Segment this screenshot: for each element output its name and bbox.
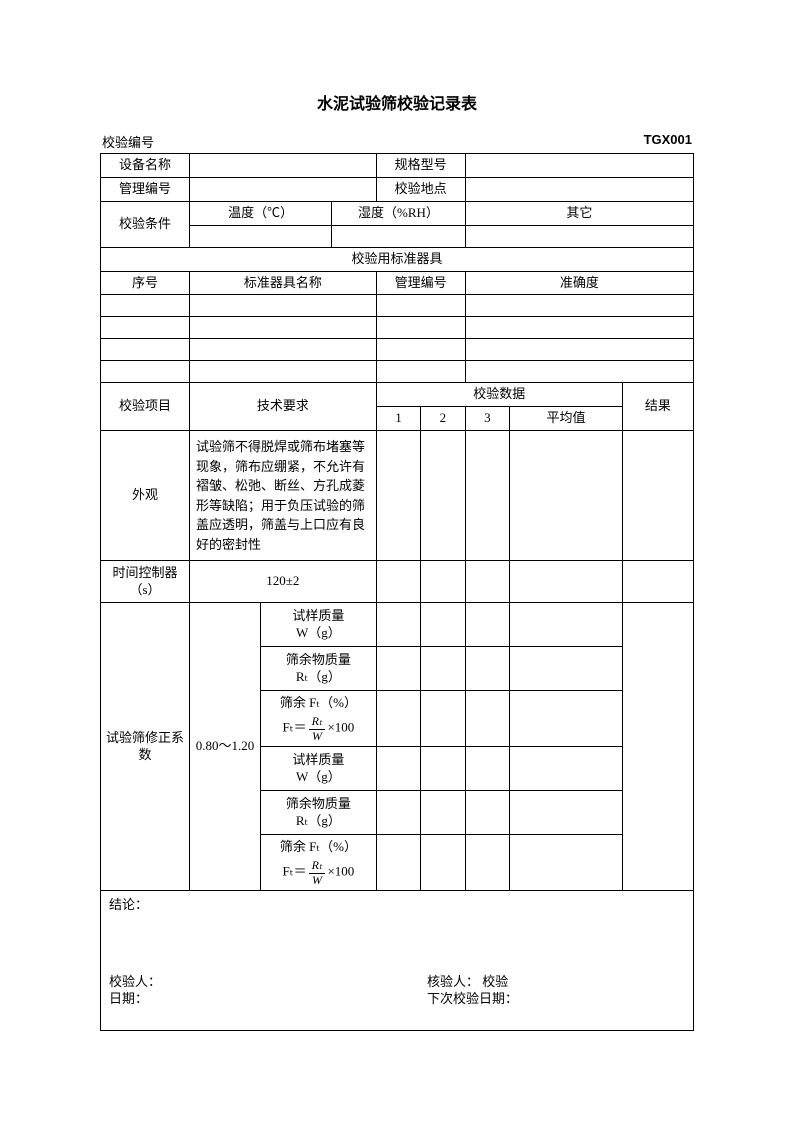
label-location: 校验地点 xyxy=(376,177,465,201)
page: 水泥试验筛校验记录表 校验编号 TGX001 设备名称 规格型号 管理编号 校验… xyxy=(0,0,794,1091)
cell xyxy=(510,561,623,603)
label-timer: 时间控制器（s） xyxy=(101,561,190,603)
label-device-name: 设备名称 xyxy=(101,154,190,178)
label-mgmt-no: 管理编号 xyxy=(101,177,190,201)
label-humidity: 湿度（%RH） xyxy=(332,201,465,225)
col-accuracy: 准确度 xyxy=(465,271,693,295)
table-row: 校验条件 温度（℃） 湿度（%RH） 其它 xyxy=(101,201,694,225)
req-timer: 120±2 xyxy=(189,561,376,603)
label-calibrator: 校验人： xyxy=(109,974,367,991)
label-coef: 试验筛修正系数 xyxy=(101,603,190,891)
col-3: 3 xyxy=(465,407,509,431)
col-std-mgmt: 管理编号 xyxy=(376,271,465,295)
cell xyxy=(376,561,420,603)
req-coef-range: 0.80～1.20 xyxy=(189,603,260,891)
cell xyxy=(376,431,420,561)
conclusion-block: 结论： 校验人： 日期： 核验人： 校验 下次校验日期： xyxy=(101,891,694,1031)
cell xyxy=(622,431,693,561)
label-residue-mass-2: 筛余物质量 Rₜ（g） xyxy=(261,791,377,835)
table-row: 校验项目 技术要求 校验数据 结果 xyxy=(101,383,694,407)
col-result: 结果 xyxy=(622,383,693,431)
label-residue-pct-2: 筛余 Fₜ（%） Fₜ＝RₜW×100 xyxy=(261,835,377,891)
label-checker: 核验人： 校验 xyxy=(427,974,685,991)
label-spec: 规格型号 xyxy=(376,154,465,178)
table-row xyxy=(101,361,694,383)
col-seq: 序号 xyxy=(101,271,190,295)
table-row: 校验用标准器具 xyxy=(101,247,694,271)
conclusion-label: 结论： xyxy=(109,897,685,914)
cell xyxy=(332,225,465,247)
table-row: 管理编号 校验地点 xyxy=(101,177,694,201)
col-req: 技术要求 xyxy=(189,383,376,431)
table-row xyxy=(101,339,694,361)
document-title: 水泥试验筛校验记录表 xyxy=(100,90,694,114)
col-avg: 平均值 xyxy=(510,407,623,431)
table-row xyxy=(101,317,694,339)
col-std-name: 标准器具名称 xyxy=(189,271,376,295)
table-row: 结论： 校验人： 日期： 核验人： 校验 下次校验日期： xyxy=(101,891,694,1031)
col-data: 校验数据 xyxy=(376,383,622,407)
label-sample-mass-1: 试样质量 W（g） xyxy=(261,603,377,647)
section-std-instruments: 校验用标准器具 xyxy=(101,247,694,271)
main-table: 设备名称 规格型号 管理编号 校验地点 校验条件 温度（℃） 湿度（%RH） 其… xyxy=(100,153,694,1031)
col-1: 1 xyxy=(376,407,420,431)
header-row: 校验编号 TGX001 xyxy=(100,132,694,151)
label-residue-pct-1: 筛余 Fₜ（%） Fₜ＝RₜW×100 xyxy=(261,691,377,747)
col-2: 2 xyxy=(421,407,465,431)
label-appearance: 外观 xyxy=(101,431,190,561)
label-temp: 温度（℃） xyxy=(189,201,331,225)
cell xyxy=(421,431,465,561)
req-appearance: 试验筛不得脱焊或筛布堵塞等现象，筛布应绷紧，不允许有褶皱、松弛、断丝、方孔成菱形… xyxy=(189,431,376,561)
label-residue-mass-1: 筛余物质量 Rₜ（g） xyxy=(261,647,377,691)
cell xyxy=(465,154,693,178)
label-next-date: 下次校验日期： xyxy=(427,991,685,1008)
table-row: 试验筛修正系数 0.80～1.20 试样质量 W（g） xyxy=(101,603,694,647)
cell xyxy=(622,603,693,891)
cell xyxy=(465,225,693,247)
label-date: 日期： xyxy=(109,991,367,1008)
cell xyxy=(465,431,509,561)
cal-no-label: 校验编号 xyxy=(102,132,154,151)
table-row: 时间控制器（s） 120±2 xyxy=(101,561,694,603)
table-row xyxy=(101,225,694,247)
table-row: 外观 试验筛不得脱焊或筛布堵塞等现象，筛布应绷紧，不允许有褶皱、松弛、断丝、方孔… xyxy=(101,431,694,561)
label-other: 其它 xyxy=(465,201,693,225)
cell xyxy=(465,177,693,201)
cell xyxy=(465,561,509,603)
cell xyxy=(189,225,331,247)
cal-no-value: TGX001 xyxy=(644,132,692,151)
cell xyxy=(622,561,693,603)
col-item: 校验项目 xyxy=(101,383,190,431)
table-row: 序号 标准器具名称 管理编号 准确度 xyxy=(101,271,694,295)
cell xyxy=(189,177,376,201)
label-conditions: 校验条件 xyxy=(101,201,190,247)
cell xyxy=(510,431,623,561)
cell xyxy=(189,154,376,178)
cell xyxy=(421,561,465,603)
label-sample-mass-2: 试样质量 W（g） xyxy=(261,747,377,791)
table-row: 设备名称 规格型号 xyxy=(101,154,694,178)
table-row xyxy=(101,295,694,317)
